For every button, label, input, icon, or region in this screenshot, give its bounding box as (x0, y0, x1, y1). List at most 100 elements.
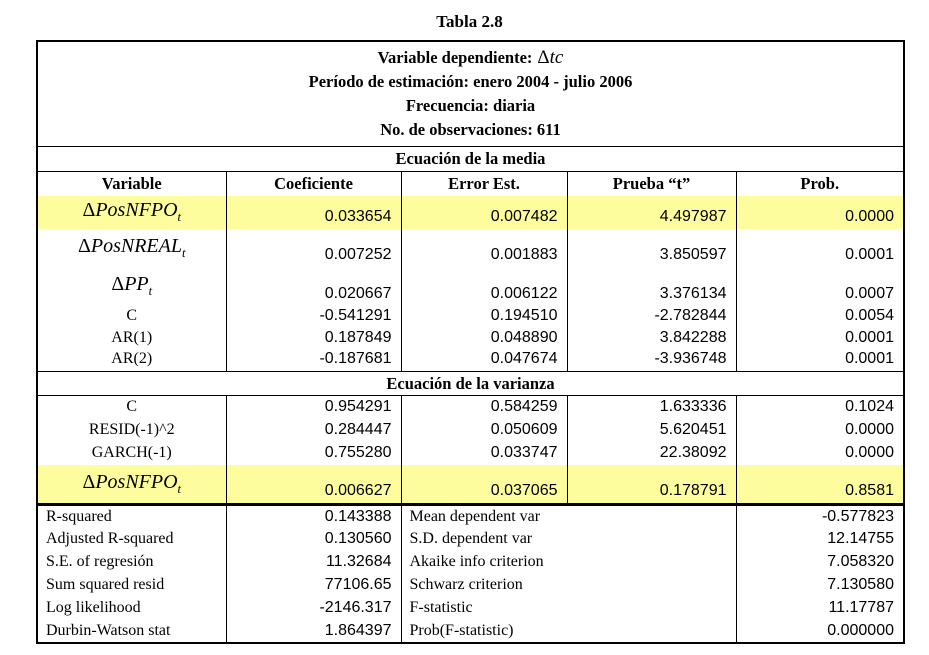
cell-variable: AR(1) (111, 328, 153, 346)
cell-prob: 0.0007 (735, 266, 904, 306)
variable-math: ΔPPt (111, 273, 153, 298)
stat-value: 11.32684 (225, 550, 401, 574)
stat-value: 7.130580 (735, 573, 904, 597)
variable-base: PosNFPO (95, 199, 178, 221)
stat-value: 12.14755 (735, 527, 904, 551)
stat-label: Log likelihood (46, 599, 141, 616)
cell-coefficient: 0.006627 (225, 464, 401, 505)
cell-t-stat: 3.850597 (566, 228, 736, 267)
cell-coefficient: 0.020667 (225, 266, 401, 306)
column-header-coefficient: Coeficiente (225, 171, 401, 196)
cell-variable: GARCH(-1) (91, 443, 172, 461)
stat-value: 77106.65 (225, 573, 401, 597)
stat-label: Mean dependent var (400, 503, 736, 528)
stat-label: R-squared (37, 503, 226, 528)
table-row: ΔPosNFPOt 0.033654 0.007482 4.497987 0.0… (37, 195, 904, 229)
column-header-prob: Prob. (735, 171, 904, 196)
stat-label: Adjusted R-squared (46, 530, 174, 547)
stat-label: Durbin-Watson stat (46, 621, 171, 639)
variable-base: PP (124, 273, 149, 295)
stat-label: Schwarz criterion (400, 573, 736, 597)
variable-math: ΔPosNFPOt (82, 199, 182, 224)
variable-subscript: t (148, 284, 153, 298)
dependent-variable-name: tc (549, 47, 564, 68)
cell-std-error: 0.048890 (400, 327, 567, 350)
cell-t-stat: 4.497987 (566, 195, 736, 229)
delta-symbol: Δ (82, 199, 96, 221)
cell-std-error: 0.584259 (400, 395, 567, 419)
column-header-std-error: Error Est. (400, 171, 567, 196)
stat-value: 0.130560 (225, 527, 401, 551)
delta-symbol: Δ (82, 470, 96, 493)
cell-prob: 0.0054 (735, 305, 904, 328)
cell-t-stat: 3.842288 (566, 327, 736, 350)
cell-t-stat: -2.782844 (566, 305, 736, 328)
stat-label: F-statistic (400, 596, 736, 620)
cell-coefficient: 0.954291 (225, 395, 401, 419)
variable-math: ΔPosNFPOt (82, 470, 181, 496)
stat-value: 0.143388 (225, 503, 401, 528)
table-row: ΔPPt 0.020667 0.006122 3.376134 0.0007 (37, 266, 904, 306)
dependent-variable-line: Variable dependiente: Δtc (38, 46, 903, 70)
cell-coefficient: 0.755280 (225, 441, 401, 465)
cell-t-stat: 1.633336 (566, 395, 736, 419)
table-row: RESID(-1)^2 0.284447 0.050609 5.620451 0… (37, 418, 904, 442)
table-row: Log likelihood -2146.317 F-statistic 11.… (37, 596, 904, 620)
stat-label: S.E. of regresión (46, 553, 154, 570)
stat-label: Sum squared resid (46, 576, 165, 593)
cell-variable: C (126, 306, 138, 324)
table-row: Adjusted R-squared 0.130560 S.D. depende… (37, 527, 904, 551)
stat-value: -2146.317 (225, 596, 401, 620)
cell-prob: 0.1024 (735, 395, 904, 419)
cell-std-error: 0.050609 (400, 418, 567, 442)
cell-variable: ΔPPt (37, 267, 226, 306)
stat-value: 0.000000 (735, 619, 904, 643)
cell-t-stat: 22.38092 (566, 441, 736, 465)
column-header-t-test: Prueba “t” (566, 171, 736, 196)
cell-t-stat: 3.376134 (566, 266, 736, 306)
cell-coefficient: -0.541291 (225, 305, 401, 328)
table-row: C -0.541291 0.194510 -2.782844 0.0054 (37, 305, 904, 328)
column-header-variable: Variable (101, 173, 162, 193)
frequency-line: Frecuencia: diaria (405, 96, 536, 115)
variable-subscript: t (177, 210, 182, 224)
dependent-variable-label: Variable dependiente: (377, 48, 533, 67)
cell-coefficient: -0.187681 (225, 349, 401, 372)
cell-t-stat: 0.178791 (566, 464, 736, 505)
table-row: Sum squared resid 77106.65 Schwarz crite… (37, 573, 904, 597)
delta-symbol: Δ (78, 234, 91, 257)
stat-label: Prob(F-statistic) (400, 619, 736, 643)
table-row: ΔPosNREALt 0.007252 0.001883 3.850597 0.… (37, 228, 904, 267)
table-row: Ecuación de la media (37, 146, 904, 172)
cell-std-error: 0.047674 (400, 349, 567, 372)
cell-coefficient: 0.187849 (225, 327, 401, 350)
table-row: R-squared 0.143388 Mean dependent var -0… (37, 503, 904, 528)
cell-std-error: 0.033747 (400, 441, 567, 465)
cell-std-error: 0.194510 (400, 305, 567, 328)
cell-prob: 0.8581 (735, 464, 904, 505)
table-row: AR(2) -0.187681 0.047674 -3.936748 0.000… (37, 349, 904, 372)
observations-line: No. de observaciones: 611 (380, 120, 561, 139)
cell-prob: 0.0000 (735, 418, 904, 442)
delta-symbol: Δ (537, 47, 550, 68)
delta-symbol: Δ (111, 273, 125, 295)
cell-prob: 0.0001 (735, 228, 904, 267)
stat-value: 11.17787 (735, 596, 904, 620)
table-row: Durbin-Watson stat 1.864397 Prob(F-stati… (37, 619, 904, 643)
stat-value: 1.864397 (225, 619, 401, 643)
cell-prob: 0.0000 (735, 195, 904, 229)
table-row: Ecuación de la varianza (37, 371, 904, 396)
table-title: Tabla 2.8 (436, 12, 503, 31)
cell-std-error: 0.037065 (400, 464, 567, 505)
table-row: Variable Coeficiente Error Est. Prueba “… (37, 171, 904, 196)
cell-variable: AR(2) (111, 350, 153, 367)
dependent-variable-symbol: Δtc (537, 47, 563, 68)
cell-variable: ΔPosNFPOt (37, 195, 226, 229)
stat-value: -0.577823 (735, 503, 904, 528)
estimation-period-line: Período de estimación: enero 2004 - juli… (308, 72, 633, 91)
variable-math: ΔPosNREALt (78, 234, 185, 260)
cell-prob: 0.0001 (735, 349, 904, 372)
table-row: AR(1) 0.187849 0.048890 3.842288 0.0001 (37, 327, 904, 350)
cell-variable: ΔPosNFPOt (37, 464, 226, 505)
cell-t-stat: 5.620451 (566, 418, 736, 442)
